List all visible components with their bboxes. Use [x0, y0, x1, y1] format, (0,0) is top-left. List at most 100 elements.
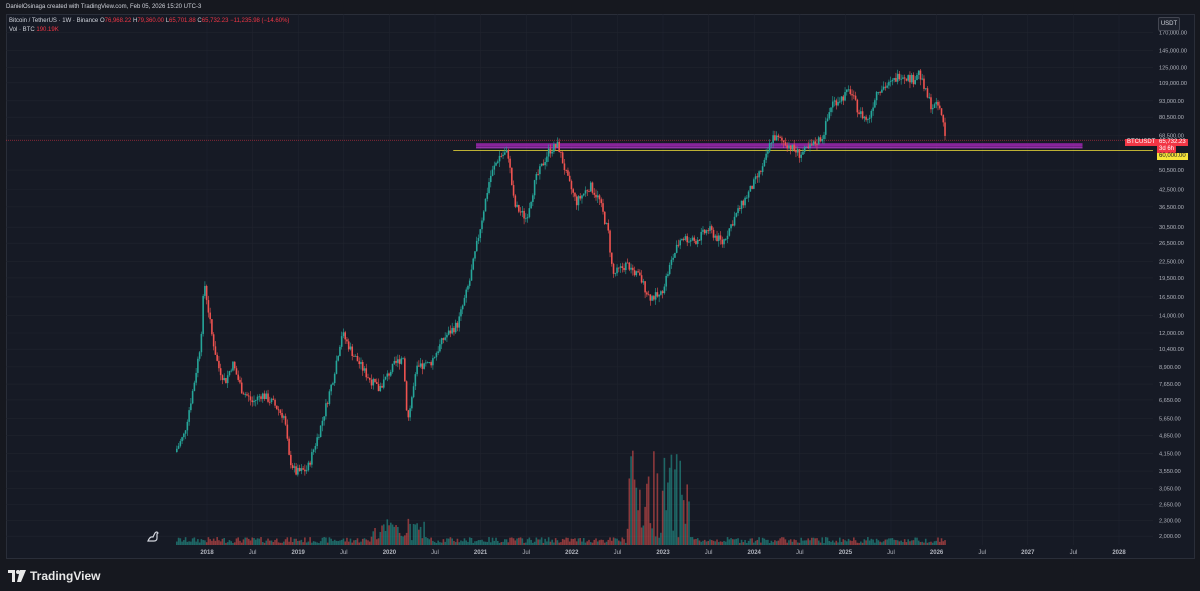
volume-bar	[933, 541, 936, 545]
volume-bar	[858, 542, 860, 545]
volume-bar	[700, 541, 703, 545]
volume-bar	[267, 538, 269, 545]
volume-bar	[428, 539, 431, 545]
volume-bar	[647, 476, 650, 545]
candle-body	[258, 396, 261, 398]
volume-bar	[593, 539, 596, 545]
volume-bar	[300, 539, 303, 545]
y-tick-label: 125,000.00	[1159, 65, 1187, 71]
volume-bar	[896, 540, 899, 545]
volume-bar	[482, 541, 485, 545]
candle-body	[321, 420, 324, 426]
candle-body	[230, 370, 233, 372]
volume-bar	[924, 538, 927, 545]
volume-bar	[810, 537, 813, 545]
candle-body	[193, 382, 196, 391]
volume-bar	[518, 537, 520, 545]
candle-body	[874, 100, 876, 108]
candle-body	[360, 361, 362, 365]
volume-bar	[219, 541, 222, 545]
volume-bar	[926, 542, 929, 545]
candle-body	[246, 394, 248, 396]
currency-button[interactable]: USDT	[1158, 17, 1180, 31]
volume-bar	[486, 541, 489, 545]
candle-body	[937, 101, 939, 106]
candle-body	[409, 408, 411, 418]
candle-body	[279, 410, 282, 413]
volume-bar	[528, 537, 531, 545]
y-tick-label: 93,000.00	[1159, 99, 1184, 105]
volume-bar	[509, 537, 511, 545]
volume-bar	[584, 542, 587, 545]
candle-body	[544, 162, 546, 166]
volume-bar	[214, 540, 217, 545]
candle-body	[782, 140, 785, 143]
candle-body	[532, 195, 534, 202]
volume-bar	[672, 530, 674, 545]
candle-body	[460, 309, 462, 317]
volume-bar	[465, 540, 468, 545]
volume-bar	[200, 539, 203, 545]
candle-body	[910, 74, 913, 83]
volume-bar	[626, 528, 629, 545]
candle-body	[407, 410, 410, 418]
volume-bar	[786, 542, 788, 545]
volume-bar	[433, 541, 436, 545]
volume-bar	[330, 538, 332, 545]
candle-body	[684, 236, 687, 240]
volume-bar	[458, 542, 461, 545]
candle-body	[474, 251, 476, 259]
volume-bar	[505, 539, 508, 545]
volume-bar	[256, 538, 259, 545]
candle-body	[693, 237, 696, 241]
volume-bar	[854, 540, 857, 545]
candle-body	[209, 312, 211, 320]
volume-bar	[360, 541, 362, 545]
volume-bar	[468, 537, 471, 545]
y-tick-label: 2,300.00	[1159, 518, 1181, 524]
candle-body	[875, 92, 878, 101]
candle-body	[314, 446, 317, 450]
volume-bar	[239, 540, 241, 545]
candle-body	[789, 145, 792, 150]
volume-bar	[246, 537, 248, 545]
dino-logo-icon[interactable]	[146, 528, 162, 544]
volume-bar	[719, 541, 722, 545]
volume-bar	[365, 539, 368, 545]
volume-bar	[540, 537, 543, 545]
volume-bar	[402, 536, 404, 545]
volume-bar	[442, 539, 445, 545]
volume-bar	[577, 538, 580, 545]
candle-body	[788, 145, 790, 149]
candle-body	[388, 373, 390, 376]
volume-bar	[207, 537, 210, 545]
candle-body	[449, 330, 452, 334]
volume-bar	[868, 540, 871, 545]
volume-legend[interactable]: Vol · BTC 190.19K	[9, 27, 59, 33]
volume-bar	[560, 542, 562, 545]
candle-body	[518, 204, 520, 212]
volume-bar	[695, 538, 697, 545]
candle-body	[668, 264, 671, 275]
y-tick-label: 2,650.00	[1159, 502, 1181, 508]
candle-body	[577, 196, 580, 206]
volume-bar	[353, 540, 355, 545]
volume-bar	[197, 539, 199, 545]
candle-body	[860, 111, 862, 114]
volume-bar	[788, 540, 790, 545]
candle-body	[923, 78, 925, 89]
candle-body	[197, 358, 199, 373]
volume-bar	[525, 542, 527, 545]
volume-bar	[884, 539, 887, 545]
candle-body	[774, 135, 776, 141]
volume-bar	[831, 540, 834, 545]
volume-bar	[707, 541, 710, 545]
symbol-legend[interactable]: Bitcoin / TetherUS · 1W · Binance O76,96…	[9, 18, 289, 24]
volume-bar	[805, 540, 808, 545]
volume-bar	[535, 537, 538, 545]
volume-bar	[821, 537, 824, 545]
candle-body	[414, 374, 417, 387]
x-tick-label: 2023	[656, 550, 670, 556]
candle-body	[549, 148, 552, 154]
